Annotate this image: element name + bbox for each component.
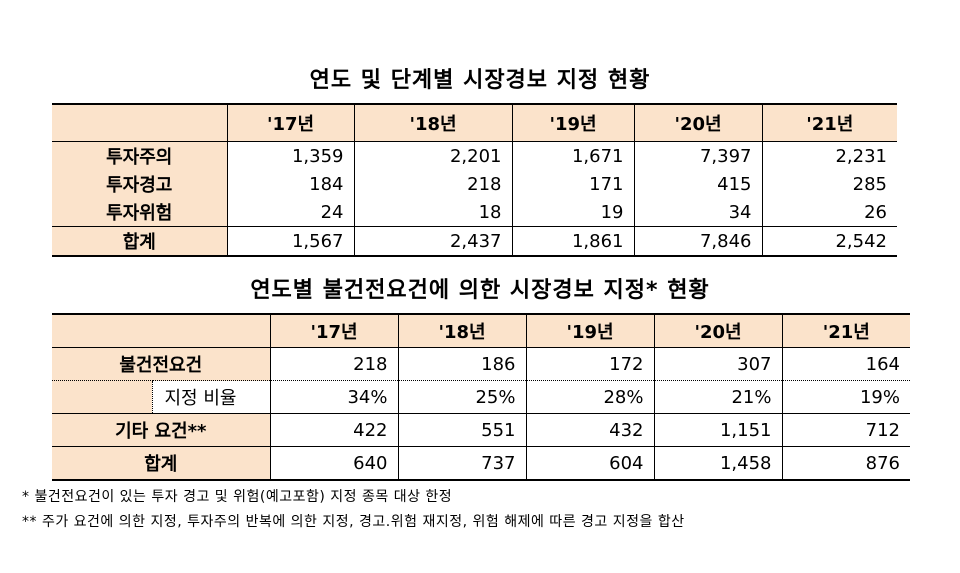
table2-total-row: 합계 640 737 604 1,458 876 [52, 446, 910, 481]
table-row: 불건전요건 218 186 172 307 164 [52, 347, 910, 381]
table1-total-row: 합계 1,567 2,437 1,861 7,846 2,542 [52, 226, 897, 257]
value-cell: 7,397 [633, 141, 762, 170]
market-alert-by-stage-table: '17년 '18년 '19년 '20년 '21년 투자주의 1,359 2,20… [52, 103, 897, 257]
value-cell: 25% [397, 380, 526, 414]
table1-title: 연도 및 단계별 시장경보 지정 현황 [309, 68, 651, 93]
value-cell: 307 [653, 347, 782, 381]
value-cell: 422 [269, 413, 398, 447]
value-cell: 737 [397, 446, 526, 481]
table-row: 지정 비율 34% 25% 28% 21% 19% [52, 380, 910, 414]
value-cell: 1,567 [226, 226, 354, 257]
table2-year-header: '17년 [269, 313, 398, 348]
table2-year-header: '18년 [397, 313, 526, 348]
footnote: * 불건전요건이 있는 투자 경고 및 위험(예고포함) 지정 종목 대상 한정 [22, 489, 453, 505]
value-cell: 1,458 [653, 446, 782, 481]
table1-year-header: '18년 [353, 103, 512, 142]
value-cell: 7,846 [633, 226, 762, 257]
row-label: 합계 [52, 226, 227, 257]
table1-year-header: '17년 [226, 103, 354, 142]
table-row: 투자위험 24 18 19 34 26 [52, 198, 897, 227]
value-cell: 2,542 [761, 226, 897, 257]
value-cell: 21% [653, 380, 782, 414]
footnote: ** 주가 요건에 의한 지정, 투자주의 반복에 의한 지정, 경고.위험 재… [22, 514, 685, 530]
value-cell: 1,151 [653, 413, 782, 447]
value-cell: 876 [781, 446, 910, 481]
value-cell: 19% [781, 380, 910, 414]
value-cell: 172 [525, 347, 654, 381]
table2-year-header: '21년 [781, 313, 910, 348]
table2-year-header: '20년 [653, 313, 782, 348]
value-cell: 186 [397, 347, 526, 381]
table2-header-row: '17년 '18년 '19년 '20년 '21년 [52, 313, 910, 348]
value-cell: 2,437 [353, 226, 512, 257]
value-cell: 184 [226, 170, 354, 198]
table-row: 투자경고 184 218 171 415 285 [52, 170, 897, 198]
unfair-trading-alert-table: '17년 '18년 '19년 '20년 '21년 불건전요건 218 186 1… [52, 313, 910, 481]
table1-year-header: '19년 [511, 103, 634, 142]
value-cell: 26 [761, 198, 897, 227]
row-indent-cell [52, 380, 152, 414]
value-cell: 218 [353, 170, 512, 198]
value-cell: 1,671 [511, 141, 634, 170]
value-cell: 712 [781, 413, 910, 447]
value-cell: 28% [525, 380, 654, 414]
value-cell: 551 [397, 413, 526, 447]
row-label: 합계 [52, 446, 270, 481]
value-cell: 432 [525, 413, 654, 447]
table1-header-row: '17년 '18년 '19년 '20년 '21년 [52, 103, 897, 142]
value-cell: 34% [269, 380, 398, 414]
row-label: 투자위험 [52, 198, 227, 227]
value-cell: 218 [269, 347, 398, 381]
table1-year-header: '20년 [633, 103, 762, 142]
table-row: 투자주의 1,359 2,201 1,671 7,397 2,231 [52, 141, 897, 170]
table1-corner-cell [52, 103, 227, 142]
row-label: 불건전요건 [52, 347, 270, 381]
value-cell: 2,201 [353, 141, 512, 170]
value-cell: 1,861 [511, 226, 634, 257]
value-cell: 285 [761, 170, 897, 198]
value-cell: 18 [353, 198, 512, 227]
value-cell: 415 [633, 170, 762, 198]
row-label: 투자경고 [52, 170, 227, 198]
value-cell: 1,359 [226, 141, 354, 170]
value-cell: 171 [511, 170, 634, 198]
value-cell: 604 [525, 446, 654, 481]
table2-corner-cell [52, 313, 270, 348]
value-cell: 640 [269, 446, 398, 481]
row-label: 지정 비율 [151, 380, 270, 414]
value-cell: 164 [781, 347, 910, 381]
row-label: 기타 요건** [52, 413, 270, 447]
table1-year-header: '21년 [761, 103, 897, 142]
value-cell: 2,231 [761, 141, 897, 170]
value-cell: 24 [226, 198, 354, 227]
value-cell: 34 [633, 198, 762, 227]
row-label: 투자주의 [52, 141, 227, 170]
value-cell: 19 [511, 198, 634, 227]
table2-year-header: '19년 [525, 313, 654, 348]
table-row: 기타 요건** 422 551 432 1,151 712 [52, 413, 910, 447]
table2-title: 연도별 불건전요건에 의한 시장경보 지정* 현황 [250, 278, 710, 303]
